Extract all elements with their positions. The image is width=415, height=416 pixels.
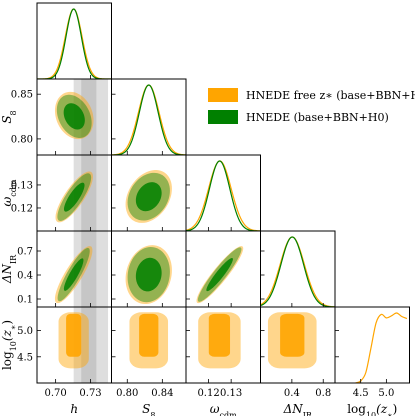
marginal-omega_cdm <box>186 160 261 231</box>
xtick-label-omega_cdm-1: 0.13 <box>220 388 242 399</box>
marginal-DNIR <box>260 236 335 307</box>
xlabel-h: h <box>70 402 78 416</box>
ytick-label-S8-0: 0.80 <box>11 134 33 145</box>
marginal-log10zstar <box>355 312 408 383</box>
h-prior-band-inner <box>81 155 97 231</box>
legend-swatch-1 <box>208 110 238 124</box>
legend-label-0: HNEDE free z∗ (base+BBN+H0) <box>246 89 415 102</box>
marginal-curve-orange <box>260 236 335 307</box>
xtick-label-S8-0: 0.80 <box>116 388 138 399</box>
ytick-label-omega_cdm-1: 0.13 <box>11 180 33 191</box>
ytick-label-S8-1: 0.85 <box>11 90 33 101</box>
ytick-label-DNIR-1: 0.4 <box>17 271 33 282</box>
ylabel-omega_cdm: ωcdm <box>0 179 18 206</box>
contour-orange-68 <box>66 313 82 357</box>
ylabel-DNIR: ΔNIR <box>0 254 18 284</box>
h-prior-band-inner <box>81 231 97 307</box>
xtick-label-omega_cdm-0: 0.12 <box>197 388 219 399</box>
panel-DNIR-vs-omega_cdm <box>196 246 244 304</box>
xtick-label-h-1: 0.73 <box>79 388 101 399</box>
marginal-curve-green <box>186 160 261 231</box>
contour-green-68 <box>63 258 84 291</box>
panel-S8-vs-h <box>54 91 94 140</box>
ytick-label-log10zstar-1: 5.0 <box>17 326 33 337</box>
xtick-label-log10zstar-1: 5.0 <box>378 388 394 399</box>
marginal-curve-orange <box>355 312 408 383</box>
contour-green-68 <box>135 182 162 212</box>
panels-layer <box>36 2 410 384</box>
ytick-label-omega_cdm-0: 0.12 <box>11 203 33 214</box>
ytick-label-log10zstar-0: 4.5 <box>17 352 33 363</box>
axis-labels-layer: S8 ωcdm ΔNIR log10(z∗) h S8 ωcdm ΔNIR log10(z∗) <box>0 110 397 416</box>
panel-DNIR-vs-S8 <box>125 245 172 305</box>
panel-log10zstar-vs-h <box>58 312 89 369</box>
panel-log10zstar-vs-DNIR <box>267 312 317 369</box>
contour-green-68 <box>63 103 85 130</box>
panel-log10zstar-vs-omega_cdm <box>198 312 241 369</box>
xlabel-DNIR: ΔNIR <box>283 402 313 416</box>
contour-orange-68 <box>208 313 231 357</box>
xtick-label-DNIR-0: 0.4 <box>284 388 300 399</box>
marginal-curve-green <box>260 236 335 307</box>
ylabel-S8: S8 <box>0 110 18 123</box>
legend-label-1: HNEDE (base+BBN+H0) <box>246 111 389 124</box>
xtick-label-log10zstar-0: 4.5 <box>353 388 369 399</box>
contour-green-68 <box>206 258 233 292</box>
panel-omega_cdm-vs-h <box>55 171 93 223</box>
xlabel-log10zstar: log10(z∗) <box>347 402 397 416</box>
contour-orange-68 <box>139 313 159 357</box>
ylabel-log10zstar: log10(z∗) <box>0 320 18 370</box>
xlabel-S8: S8 <box>142 402 155 416</box>
xtick-label-S8-1: 0.84 <box>151 388 173 399</box>
marginal-curve-orange <box>186 160 261 231</box>
marginal-curve-green <box>37 8 112 79</box>
panel-omega_cdm-vs-S8 <box>125 169 172 223</box>
h-prior-band-inner <box>81 307 97 383</box>
ytick-label-DNIR-2: 0.7 <box>17 247 33 258</box>
legend-swatch-0 <box>208 88 238 102</box>
contour-green-68 <box>63 182 85 212</box>
marginal-curve-green <box>111 84 186 155</box>
contour-green-68 <box>135 257 162 292</box>
marginal-curve-orange <box>37 8 112 79</box>
panel-DNIR-vs-h <box>54 246 93 304</box>
xlabel-omega_cdm: ωcdm <box>210 402 237 416</box>
contour-orange-68 <box>280 313 305 357</box>
frame-log10zstar-log10zstar <box>334 306 410 384</box>
h-prior-band-inner <box>81 79 97 155</box>
ytick-label-DNIR-0: 0.1 <box>17 295 33 306</box>
frame-h-h <box>36 2 112 80</box>
frame-S8-S8 <box>111 78 187 156</box>
marginal-h <box>37 8 112 79</box>
marginal-curve-orange <box>111 84 186 155</box>
legend: HNEDE free z∗ (base+BBN+H0) HNEDE (base+B… <box>208 88 415 124</box>
marginal-S8 <box>111 84 186 155</box>
panel-log10zstar-vs-S8 <box>129 312 169 369</box>
ticks-layer: 0.800.850.120.130.10.40.74.55.00.70 0.73 0… <box>11 75 394 399</box>
xtick-label-DNIR-1: 0.8 <box>315 388 331 399</box>
xtick-label-h-0: 0.70 <box>44 388 66 399</box>
